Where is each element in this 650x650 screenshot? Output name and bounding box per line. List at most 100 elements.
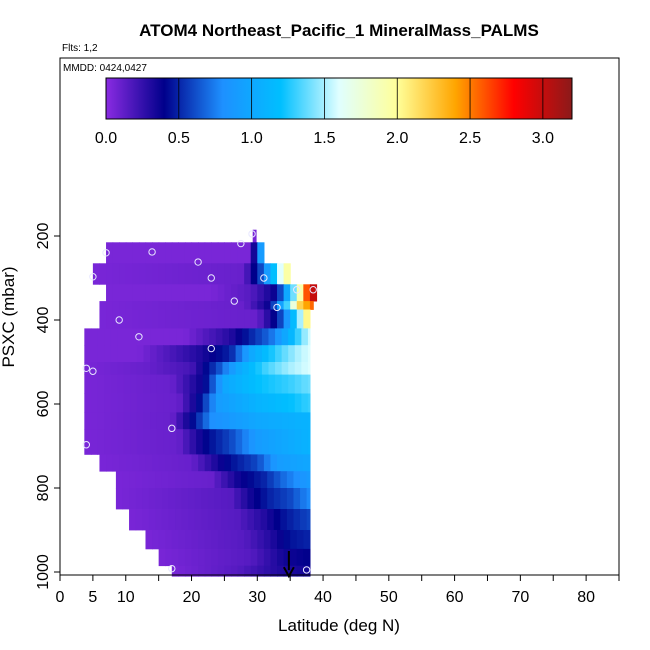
heatmap-cell [178,242,186,264]
heatmap-cell [211,454,219,472]
heatmap-cell [155,509,163,531]
heatmap-cell [296,309,304,329]
heatmap-cell [248,374,256,394]
profile-point [248,230,256,238]
heatmap-cell [261,345,270,363]
profile-point [82,364,91,372]
heatmap-cell [198,565,206,577]
heatmap-cell [150,345,158,363]
heatmap-cell [303,454,311,472]
heatmap-cell [123,429,131,455]
heatmap-cell [84,412,92,430]
heatmap-cell [237,284,245,302]
heatmap-cell [257,530,265,550]
heatmap-cell [117,345,125,363]
heatmap-cell [288,345,296,363]
heatmap-cell [104,362,112,375]
heatmap-cell [191,284,199,302]
heatmap-cell [301,429,309,455]
heatmap-cell [138,284,147,302]
colorbar-ticks: 0.0 0.5 1.0 1.5 2.0 2.5 3.0 [95,78,554,147]
heatmap-cell [171,242,179,264]
heatmap-cell [250,565,258,577]
heatmap-cell [163,345,171,363]
heatmap-cell [152,242,160,264]
heatmap-cell [235,345,243,363]
heatmap-cell [152,301,160,310]
heatmap-cell [244,548,252,567]
heatmap-cell [132,284,140,302]
heatmap-cell [132,301,140,310]
heatmap-cell [307,374,311,394]
heatmap-cell [90,412,99,430]
heatmap-cell [224,242,232,264]
profile-point [102,249,110,257]
heatmap-cell [229,328,237,346]
heatmap-cell [184,548,193,567]
heatmap-cell [155,471,163,489]
heatmap-cell [165,309,173,329]
heatmap-cell [196,412,204,430]
heatmap-cell [257,565,265,577]
heatmap-cell [158,263,166,285]
heatmap-cell [178,530,186,550]
heatmap-cell [143,393,151,413]
heatmap-cell [196,328,204,346]
heatmap-cell [303,309,311,329]
heatmap-cell [277,565,285,577]
heatmap-cell [261,393,270,413]
heatmap-cell [293,488,301,510]
heatmap-cell [142,471,150,489]
heatmap-cell [194,509,202,531]
heatmap-cell [217,301,226,310]
heatmap-cell [184,263,193,285]
heatmap-cell [275,328,283,346]
heatmap-cell [267,509,275,531]
heatmap-cell [211,309,219,329]
heatmap-cell [283,301,291,310]
heatmap-cell [150,374,158,394]
heatmap-cell [171,565,179,577]
heatmap-cell [182,328,191,346]
heatmap-cell [202,374,210,394]
heatmap-cell [247,471,255,489]
heatmap-cell [235,374,243,394]
heatmap-cell [182,429,191,455]
heatmap-cell [198,309,206,329]
heatmap-cell [244,454,252,472]
heatmap-cell [222,374,230,394]
heatmap-cell [296,548,304,567]
heatmap-cell [273,471,281,489]
heatmap-cell [296,301,304,310]
heatmap-cell [250,263,258,285]
heatmap-cell [260,471,268,489]
heatmap-cell [204,301,212,310]
heatmap-cell [112,263,120,285]
x-tick-label: 60 [446,589,464,606]
heatmap-cell [97,374,105,394]
heatmap-cell [254,488,262,510]
heatmap-cell [138,301,147,310]
y-axis: 200 400 600 800 1000 [35,223,60,590]
heatmap-cell [222,328,230,346]
heatmap-cell [119,301,127,310]
heatmap-cell [286,471,295,489]
heatmap-cell [294,345,302,363]
heatmap-cell [184,565,193,577]
heatmap-cell [211,263,219,285]
profile-point [135,333,143,341]
heatmap-cell [294,362,302,375]
heatmap-cell [217,565,226,577]
heatmap-cell [99,263,107,285]
heatmap-cell [294,374,302,394]
heatmap-cell [300,509,308,531]
heatmap-cell [261,362,270,375]
heatmap-cell [306,488,311,510]
heatmap-cell [240,471,249,489]
heatmap-cell [110,345,118,363]
heatmap-cell [294,393,302,413]
heatmap-cell [169,362,178,375]
colorbar-tick-label: 1.0 [241,130,263,147]
colorbar-tick-label: 2.5 [459,130,481,147]
heatmap-cell [277,284,285,302]
